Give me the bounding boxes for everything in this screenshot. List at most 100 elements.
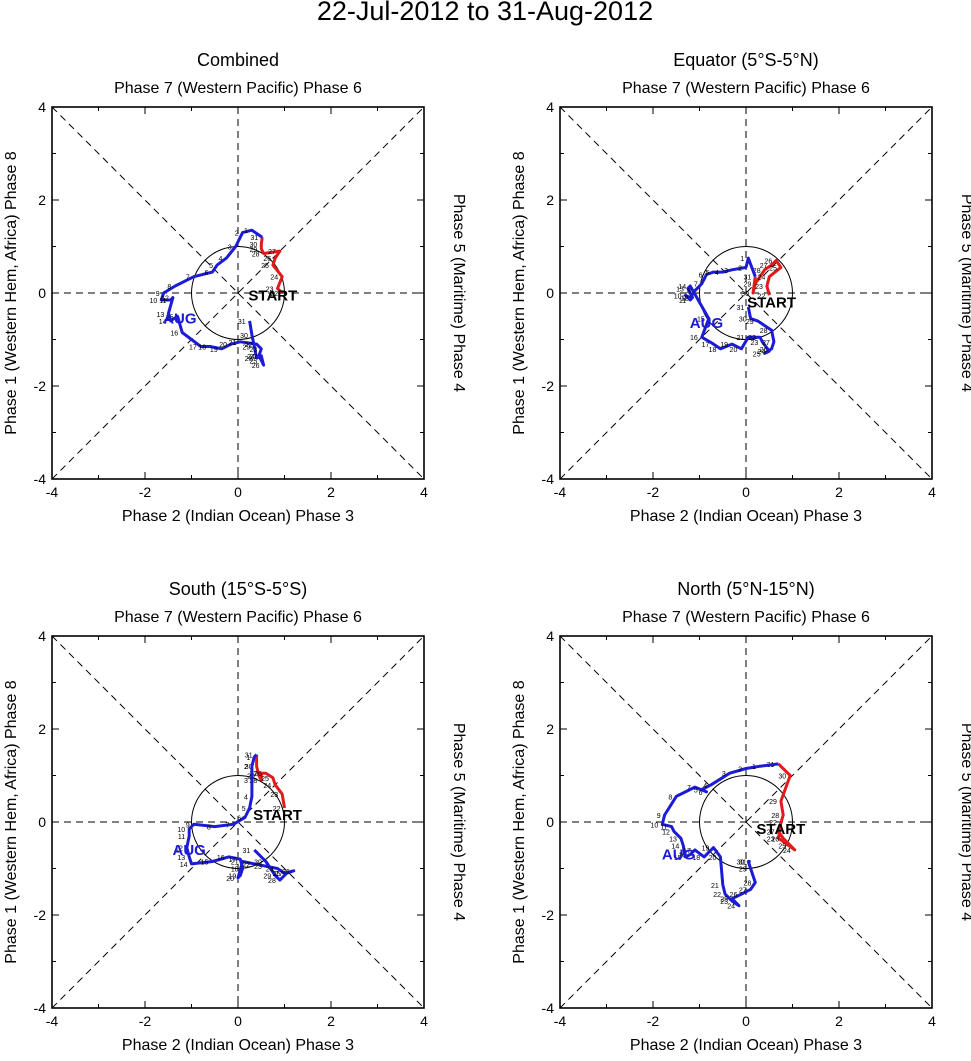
day-label: 15 bbox=[166, 314, 174, 321]
day-label: 3 bbox=[244, 778, 248, 785]
day-label: 25 bbox=[778, 843, 786, 850]
day-label: 31 bbox=[250, 235, 258, 242]
day-label: 12 bbox=[681, 296, 689, 303]
month-label-aug: AUG bbox=[662, 847, 695, 864]
y-tick-label: 4 bbox=[38, 99, 46, 115]
diagonal-guide bbox=[559, 106, 933, 480]
day-label: 29 bbox=[263, 873, 271, 880]
day-label: 8 bbox=[167, 284, 171, 291]
august-trajectory-line bbox=[684, 256, 776, 355]
y-tick-label: -2 bbox=[34, 378, 47, 394]
day-label: 26 bbox=[282, 869, 290, 876]
day-label: 30 bbox=[240, 333, 248, 340]
day-label: 23 bbox=[750, 340, 758, 347]
x-tick-label: 4 bbox=[928, 484, 936, 500]
y-tick-label: -2 bbox=[542, 378, 555, 394]
day-label: 15 bbox=[201, 860, 209, 867]
day-label: 22 bbox=[273, 806, 281, 813]
day-label: 2 bbox=[738, 767, 742, 774]
x-tick-label: -2 bbox=[647, 484, 660, 500]
august-trajectory-line bbox=[660, 762, 779, 908]
day-label: 29 bbox=[746, 319, 754, 326]
day-label: 20 bbox=[709, 855, 717, 862]
day-label: 30 bbox=[739, 317, 747, 324]
day-label: 28 bbox=[268, 878, 276, 885]
x-tick-label: 2 bbox=[835, 1013, 843, 1029]
day-label: 22 bbox=[270, 291, 278, 298]
day-label: 28 bbox=[245, 356, 253, 363]
day-label: 3 bbox=[722, 771, 726, 778]
day-label: 24 bbox=[270, 275, 278, 282]
day-label: 9 bbox=[657, 813, 661, 820]
august-trajectory-line bbox=[185, 753, 296, 882]
day-label: 24 bbox=[263, 783, 271, 790]
day-label: 29 bbox=[249, 247, 257, 254]
start-label: START bbox=[747, 294, 796, 311]
y-tick-label: -2 bbox=[34, 907, 47, 923]
diagonal-guide bbox=[51, 106, 425, 480]
day-label: 18 bbox=[709, 347, 717, 354]
x-tick-label: 2 bbox=[327, 1013, 335, 1029]
day-label: 26 bbox=[254, 771, 262, 778]
bottom-phase-label: Phase 2 (Indian Ocean) Phase 3 bbox=[122, 508, 354, 525]
diagonal-guide bbox=[51, 106, 425, 480]
day-label: 1 bbox=[740, 256, 744, 263]
day-label: 5 bbox=[706, 270, 710, 277]
day-label: 8 bbox=[207, 825, 211, 832]
y-tick-label: 0 bbox=[546, 814, 554, 830]
day-label: 19 bbox=[702, 846, 710, 853]
right-phase-label: Phase 5 (Maritime) Phase 4 bbox=[450, 723, 467, 921]
diagonal-guide bbox=[559, 635, 933, 1009]
y-tick-label: 2 bbox=[546, 192, 554, 208]
day-label: 28 bbox=[753, 268, 761, 275]
right-phase-label: Phase 5 (Maritime) Phase 4 bbox=[958, 194, 971, 392]
day-label: 24 bbox=[757, 349, 765, 356]
day-label: 27 bbox=[275, 871, 283, 878]
day-label: 26 bbox=[771, 836, 779, 843]
day-label: 26 bbox=[760, 347, 768, 354]
x-tick-label: 4 bbox=[928, 1013, 936, 1029]
day-label: 16 bbox=[690, 335, 698, 342]
day-label: 21 bbox=[231, 860, 239, 867]
phase-panel: Equator (5°S-5°N) Phase 7 (Western Pacifi… bbox=[511, 50, 971, 525]
day-label: 24 bbox=[757, 275, 765, 282]
day-label: 23 bbox=[254, 864, 262, 871]
y-tick-label: 4 bbox=[546, 99, 554, 115]
y-tick-label: -2 bbox=[542, 907, 555, 923]
day-label: 23 bbox=[767, 836, 775, 843]
day-label: 17 bbox=[189, 344, 197, 351]
day-label: 20 bbox=[219, 342, 227, 349]
day-label: 31 bbox=[744, 275, 752, 282]
month-label-aug: AUG bbox=[173, 842, 206, 859]
start-label: START bbox=[756, 821, 805, 838]
day-label: 30 bbox=[741, 291, 749, 298]
day-label: 7 bbox=[225, 822, 229, 829]
day-label: 16 bbox=[217, 855, 225, 862]
x-tick-label: 0 bbox=[234, 484, 242, 500]
x-tick-label: 2 bbox=[327, 484, 335, 500]
day-label: 30 bbox=[254, 860, 262, 867]
day-label: 16 bbox=[678, 853, 686, 860]
day-label: 14 bbox=[671, 843, 679, 850]
day-label: 23 bbox=[270, 792, 278, 799]
day-label: 4 bbox=[244, 794, 248, 801]
day-label: 14 bbox=[180, 862, 188, 869]
y-tick-label: 4 bbox=[38, 628, 46, 644]
day-label: 30 bbox=[737, 860, 745, 867]
day-label: 29 bbox=[739, 867, 747, 874]
day-label: 30 bbox=[249, 242, 257, 249]
day-label: 11 bbox=[159, 298, 166, 305]
day-label: 1 bbox=[752, 764, 756, 771]
day-label: 31 bbox=[737, 305, 745, 312]
day-label: 21 bbox=[229, 340, 237, 347]
day-label: 26 bbox=[764, 258, 772, 265]
day-label: 30 bbox=[245, 764, 253, 771]
day-label: 20 bbox=[730, 347, 738, 354]
panel-subtitle: South (15°S-5°S) bbox=[169, 579, 307, 599]
day-label: 6 bbox=[237, 815, 241, 822]
x-tick-label: 4 bbox=[420, 484, 428, 500]
y-tick-label: 0 bbox=[546, 285, 554, 301]
day-label: 8 bbox=[668, 794, 672, 801]
